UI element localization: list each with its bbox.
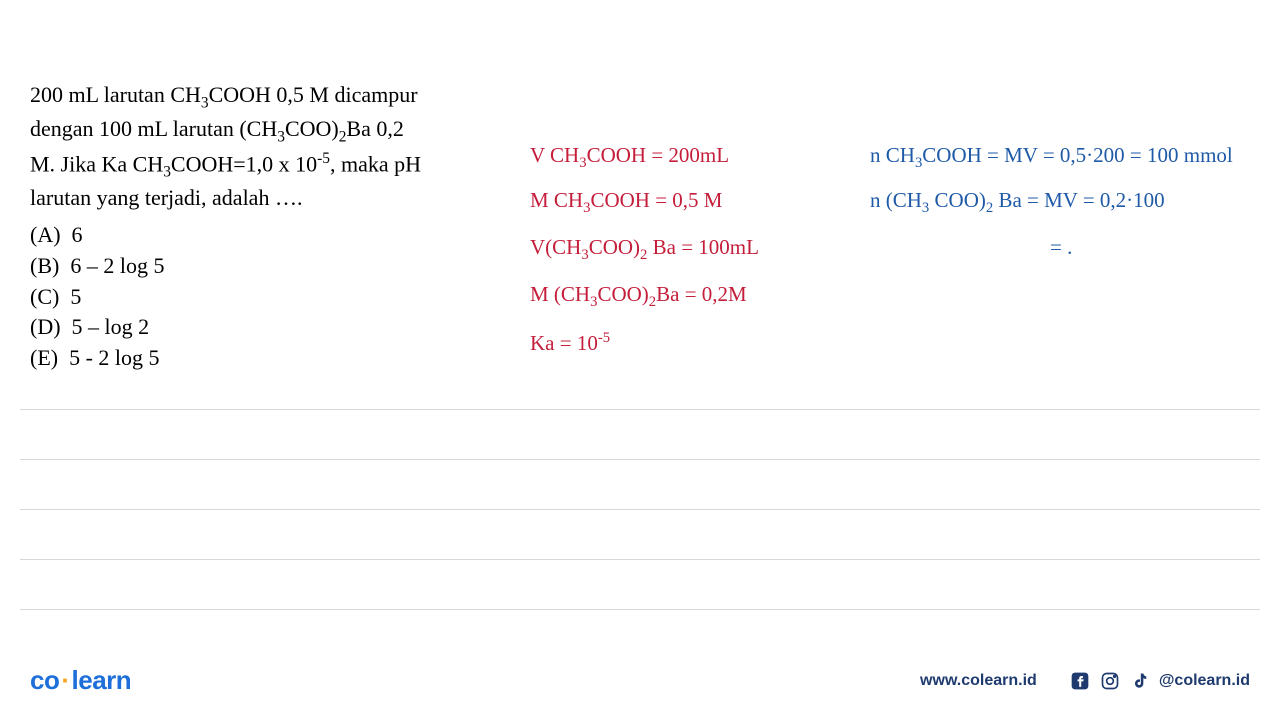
- social-icons: @colearn.id: [1069, 670, 1250, 692]
- ruled-paper-lines: [20, 360, 1260, 610]
- logo-learn: learn: [72, 665, 132, 695]
- tiktok-icon: [1129, 670, 1151, 692]
- q-line1-b: COOH 0,5 M dicampur: [209, 82, 418, 107]
- q-line1-a: 200 mL larutan CH: [30, 82, 201, 107]
- hw-red-2: M CH3COOH = 0,5 M: [530, 188, 722, 217]
- hw-red-5: Ka = 10-5: [530, 330, 610, 356]
- option-d: (D) 5 – log 2: [30, 312, 1250, 343]
- instagram-icon: [1099, 670, 1121, 692]
- footer-handle: @colearn.id: [1159, 672, 1250, 690]
- hw-blue-3: = .: [1050, 235, 1072, 260]
- q-line2-a: dengan 100 mL larutan (CH: [30, 116, 277, 141]
- hw-red-3: V(CH3COO)2 Ba = 100mL: [530, 235, 759, 264]
- footer: co·learn www.colearn.id @colearn.id: [30, 665, 1250, 696]
- facebook-icon: [1069, 670, 1091, 692]
- footer-url: www.colearn.id: [920, 672, 1037, 690]
- hw-red-1: V CH3COOH = 200mL: [530, 143, 729, 172]
- hw-blue-1: n CH3COOH = MV = 0,5·200 = 100 mmol: [870, 143, 1233, 172]
- q-line2-c: Ba 0,2: [346, 116, 403, 141]
- q-line3-sup: -5: [317, 150, 330, 167]
- q-line1-sub: 3: [201, 94, 209, 111]
- logo-co: co: [30, 665, 59, 695]
- q-line3-sub: 3: [163, 164, 171, 181]
- logo: co·learn: [30, 665, 131, 696]
- q-line3-b: COOH=1,0 x 10: [171, 151, 317, 176]
- hw-blue-2: n (CH3 COO)2 Ba = MV = 0,2·100: [870, 188, 1165, 217]
- q-line2-b: COO): [285, 116, 339, 141]
- q-line3-c: , maka pH: [330, 151, 421, 176]
- question-text: 200 mL larutan CH3COOH 0,5 M dicampur de…: [30, 80, 480, 214]
- q-line2-sub1: 3: [277, 128, 285, 145]
- footer-right: www.colearn.id @colearn.id: [920, 670, 1250, 692]
- q-line3-a: M. Jika Ka CH: [30, 151, 163, 176]
- hw-red-4: M (CH3COO)2Ba = 0,2M: [530, 282, 747, 311]
- q-line4: larutan yang terjadi, adalah ….: [30, 183, 480, 214]
- logo-dot: ·: [61, 665, 69, 695]
